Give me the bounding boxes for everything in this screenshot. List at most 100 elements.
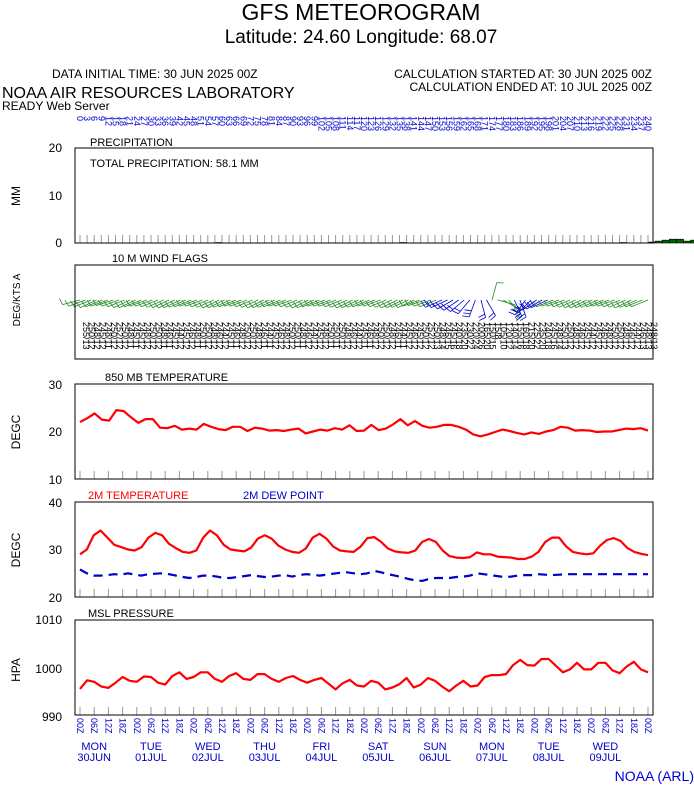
- top-hour-label: 111: [338, 116, 348, 130]
- bottom-hour-label: 06Z: [544, 718, 554, 734]
- wind-value-label: 250/12: [337, 322, 347, 350]
- top-hour-label: 156: [444, 116, 454, 131]
- wind-value-label: 248/14: [554, 322, 564, 350]
- top-hour-label: 117: [352, 116, 362, 130]
- wind-value-label: 245/12: [137, 322, 147, 350]
- bottom-hour-label: 06Z: [260, 718, 270, 734]
- wind-value-label: 165/20: [482, 322, 492, 350]
- wind-barb: [621, 299, 643, 308]
- t850-ytick-2: 30: [49, 378, 63, 392]
- top-hour-label: 240: [643, 116, 653, 131]
- top-hour-label: 201: [551, 116, 561, 131]
- bottom-hour-label: 00Z: [189, 718, 199, 734]
- wind-value-label: 250/11: [198, 322, 208, 349]
- wind-value-label: 246/12: [627, 322, 637, 350]
- top-hour-label: 174: [487, 116, 497, 131]
- bottom-hour-label: 18Z: [629, 718, 639, 734]
- top-hour-label: 48: [189, 116, 199, 126]
- bottom-hour-label: 00Z: [245, 718, 255, 734]
- wind-value-label: 245/11: [226, 322, 236, 349]
- precip-ylabel: MM: [9, 186, 23, 206]
- top-hour-label: 105: [324, 116, 334, 131]
- calc-started: CALCULATION STARTED AT: 30 JUN 2025 00Z: [394, 67, 652, 81]
- top-hour-label: 204: [558, 116, 568, 131]
- top-hour-label: 135: [395, 116, 405, 131]
- date-label: 07JUL: [476, 752, 508, 764]
- wind-barb: [254, 299, 276, 308]
- bottom-hour-label: 12Z: [103, 718, 113, 734]
- legend-temperature: 2M TEMPERATURE: [88, 490, 188, 502]
- wind-barb: [616, 299, 638, 308]
- top-hour-label: 216: [586, 116, 596, 131]
- day-of-week-label: WED: [195, 741, 221, 753]
- top-hour-label: 198: [544, 116, 554, 131]
- top-hour-label: 144: [416, 116, 426, 131]
- wind-barb: [451, 299, 471, 315]
- mslp-title: MSL PRESSURE: [88, 608, 174, 620]
- day-labels: MON30JUNTUE01JULWED02JULTHU03JULFRI04JUL…: [77, 741, 621, 764]
- wind-value-label: 250/12: [148, 322, 158, 350]
- mslp-panel: MSL PRESSURE HPA 990 1000 1010: [9, 608, 654, 724]
- top-hour-labels: 0369121518212427303336394245485154576063…: [75, 116, 653, 131]
- precip-ytick-1: 10: [49, 189, 63, 203]
- precipitation-panel: PRECIPITATION TOTAL PRECIPITATION: 58.1 …: [9, 137, 694, 250]
- t2m-ytick-0: 20: [49, 591, 63, 605]
- top-hour-label: 237: [636, 116, 646, 131]
- wind-value-label: 244/12: [309, 322, 319, 350]
- mslp-ylabel: HPA: [9, 658, 23, 682]
- wind-barb: [599, 299, 621, 308]
- wind-value-label: 150/15: [488, 322, 498, 350]
- legend-dew-point: 2M DEW POINT: [243, 490, 324, 502]
- date-label: 06JUL: [419, 752, 451, 764]
- wind-barb: [421, 299, 443, 308]
- wind-barb: [513, 299, 523, 321]
- wind-barb: [508, 299, 521, 320]
- bottom-hour-label: 18Z: [174, 718, 184, 734]
- wind-value-label: 155/16: [515, 322, 525, 350]
- wind-value-label: 105/10: [499, 322, 509, 350]
- wind-value-label: 244/11: [265, 322, 275, 349]
- wind-value-label: 246/12: [410, 322, 420, 350]
- page-subtitle: Latitude: 24.60 Longitude: 68.07: [225, 27, 498, 48]
- top-hour-label: 72: [245, 116, 255, 126]
- precip-bar: [683, 240, 691, 244]
- top-hour-label: 228: [615, 116, 625, 131]
- precip-title: PRECIPITATION: [90, 137, 173, 149]
- top-hour-label: 66: [231, 116, 241, 126]
- wind-value-label: 248/11: [103, 322, 113, 349]
- top-hour-label: 231: [622, 116, 632, 131]
- wind-value-label: 252/12: [114, 322, 124, 350]
- top-hour-label: 195: [537, 116, 547, 131]
- top-hour-label: 39: [167, 116, 177, 126]
- top-hour-label: 180: [501, 116, 511, 131]
- bottom-hour-label: 00Z: [302, 718, 312, 734]
- top-hour-label: 225: [608, 116, 618, 131]
- day-of-week-label: WED: [593, 741, 619, 753]
- day-of-week-label: MON: [479, 741, 505, 753]
- wind-barb: [170, 299, 192, 308]
- wind-barb: [120, 299, 142, 308]
- precip-bar: [690, 239, 694, 244]
- bottom-hour-label: 00Z: [359, 718, 369, 734]
- wind-barb: [343, 299, 365, 308]
- wind-barb: [81, 299, 103, 308]
- wind-barb: [521, 299, 543, 310]
- wind-value-label: 248/12: [343, 322, 353, 350]
- top-hour-label: 222: [600, 116, 610, 131]
- t2m-ylabel: DEGC: [9, 532, 23, 567]
- wind-value-label: 245/12: [593, 322, 603, 350]
- wind-value-label: 248/12: [571, 322, 581, 350]
- wind-barb: [203, 299, 225, 308]
- series-line: [79, 409, 649, 438]
- bottom-hour-label: 18Z: [515, 718, 525, 734]
- bottom-hour-label: 06Z: [487, 718, 497, 734]
- top-hour-label: 165: [466, 116, 476, 131]
- top-hour-label: 213: [579, 116, 589, 131]
- top-hour-label: 24: [132, 116, 142, 126]
- wind-value-label: 250/12: [87, 322, 97, 350]
- wind-value-label: 248/11: [298, 322, 308, 349]
- wind-value-label: 248/12: [254, 322, 264, 350]
- t850-title: 850 MB TEMPERATURE: [105, 372, 228, 384]
- wind-value-label: 140/14: [510, 322, 520, 350]
- precip-frame: [74, 147, 654, 244]
